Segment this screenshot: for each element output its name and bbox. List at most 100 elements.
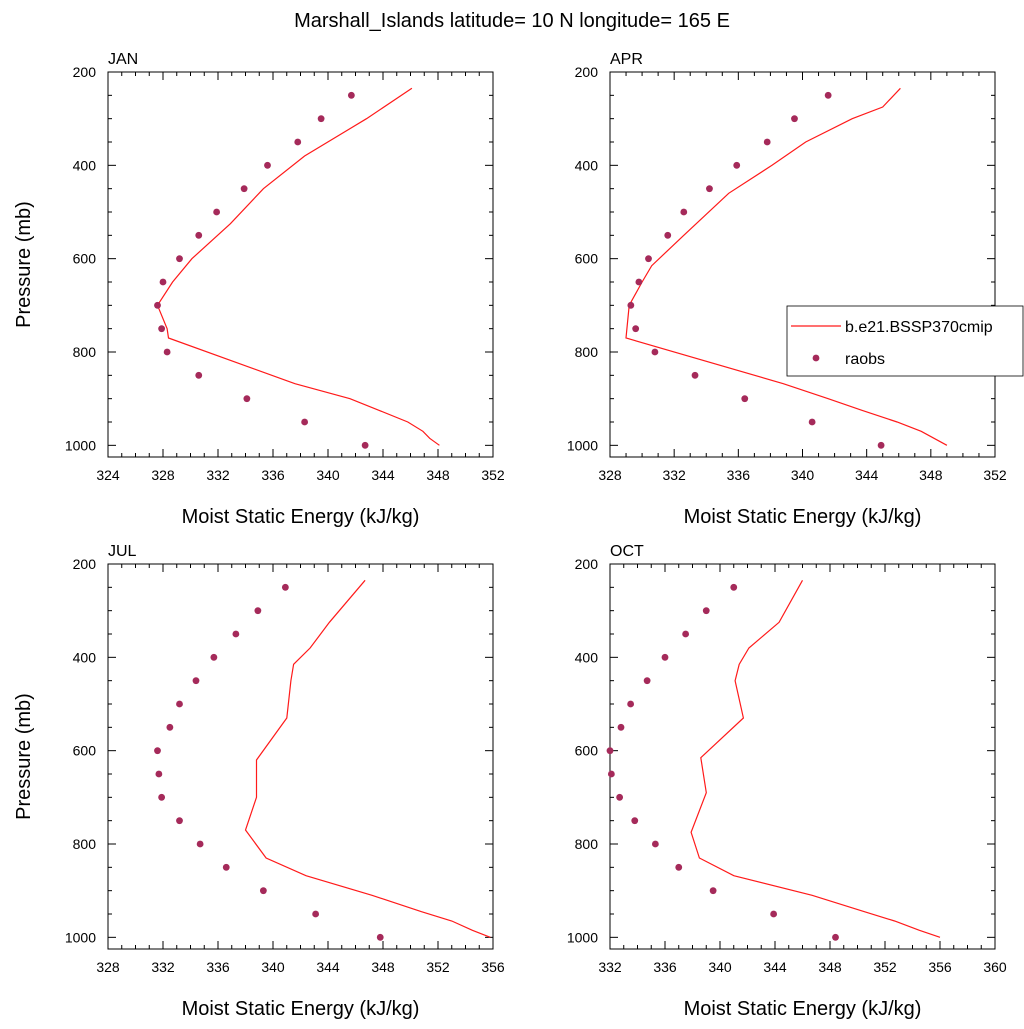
data-point (192, 677, 200, 685)
data-point (733, 161, 741, 169)
x-axis-label: Moist Static Energy (kJ/kg) (684, 506, 922, 528)
x-tick-label: 340 (708, 959, 732, 975)
data-point (632, 325, 640, 333)
data-point (741, 395, 749, 403)
data-point (254, 607, 262, 615)
data-point (163, 348, 171, 356)
data-point (195, 231, 203, 239)
y-tick-label: 200 (73, 556, 97, 572)
data-point (154, 301, 161, 309)
x-tick-label: 344 (763, 959, 787, 975)
y-tick-label: 1000 (65, 437, 96, 453)
x-tick-label: 336 (653, 959, 677, 975)
data-point (607, 770, 615, 778)
data-point (680, 208, 688, 216)
data-point (222, 863, 230, 871)
data-point (158, 325, 166, 333)
y-tick-label: 800 (575, 344, 599, 360)
x-tick-label: 340 (791, 467, 815, 483)
chart-panel: OCT 332 336 340 344 348 352 356 360 200 400 600 800 1… (567, 543, 1007, 1020)
y-tick-label: 600 (73, 743, 97, 759)
y-tick-label: 200 (575, 556, 599, 572)
panels: JAN 324 328 332 336 340 344 348 352 200 400 600 800 1… (13, 51, 1007, 1020)
x-tick-label: 332 (662, 467, 686, 483)
x-tick-label: 336 (727, 467, 751, 483)
data-point (635, 278, 643, 286)
plot-frame (609, 563, 996, 950)
data-point (763, 138, 771, 146)
data-point (259, 887, 267, 895)
x-tick-label: 328 (151, 467, 175, 483)
data-point (627, 700, 635, 708)
data-point (347, 91, 355, 99)
x-tick-label: 356 (481, 959, 505, 975)
y-tick-label: 400 (73, 649, 97, 665)
data-point (709, 887, 717, 895)
y-tick-label: 800 (575, 836, 599, 852)
data-point (232, 630, 240, 638)
x-tick-label: 340 (316, 467, 340, 483)
series-line (625, 87, 948, 446)
data-point (808, 418, 816, 426)
series-line (156, 87, 440, 446)
x-tick-label: 332 (598, 959, 622, 975)
data-point (617, 723, 625, 731)
data-point (651, 348, 659, 356)
x-tick-label: 348 (919, 467, 943, 483)
data-point (317, 115, 325, 123)
series-line (690, 580, 941, 938)
x-tick-label: 336 (206, 959, 230, 975)
y-tick-label: 400 (575, 157, 599, 173)
y-tick-label: 600 (73, 251, 97, 267)
x-axis-label: Moist Static Energy (kJ/kg) (182, 506, 420, 528)
data-point (155, 770, 163, 778)
data-point (631, 817, 639, 825)
data-point (664, 231, 672, 239)
data-point (294, 138, 302, 146)
x-tick-label: 328 (598, 467, 622, 483)
x-tick-label: 344 (855, 467, 879, 483)
x-axis-label: Moist Static Energy (kJ/kg) (182, 998, 420, 1020)
y-tick-label: 800 (73, 836, 97, 852)
x-tick-label: 340 (261, 959, 285, 975)
panel-title: JAN (108, 51, 138, 68)
y-tick-label: 600 (575, 251, 599, 267)
data-point (312, 910, 320, 918)
data-point (158, 793, 166, 801)
plot-frame (107, 563, 494, 950)
x-tick-label: 352 (873, 959, 897, 975)
y-tick-label: 1000 (567, 929, 598, 945)
data-point (166, 723, 174, 731)
y-tick-label: 200 (73, 64, 97, 80)
panel-title: OCT (610, 543, 644, 560)
x-tick-label: 348 (426, 467, 450, 483)
plot-frame (609, 71, 996, 458)
data-point (730, 583, 738, 591)
y-tick-label: 400 (575, 649, 599, 665)
legend-label: raobs (845, 351, 885, 368)
legend-box (786, 305, 1024, 377)
data-point (361, 441, 369, 449)
data-point (770, 910, 778, 918)
x-tick-label: 352 (426, 959, 450, 975)
legend-marker-swatch (812, 354, 820, 362)
chart-panel: JAN 324 328 332 336 340 344 348 352 200 400 600 800 1… (13, 51, 505, 528)
panel-title: APR (610, 51, 643, 68)
chart-panel: JUL 328 332 336 340 344 348 352 356 200 400 600 800 1… (13, 543, 505, 1020)
x-tick-label: 356 (928, 959, 952, 975)
data-point (606, 747, 614, 755)
data-point (176, 700, 183, 708)
data-point (643, 677, 651, 685)
data-point (675, 863, 683, 871)
data-point (627, 301, 635, 309)
y-tick-label: 800 (73, 344, 97, 360)
x-axis-label: Moist Static Energy (kJ/kg) (684, 998, 922, 1020)
data-point (824, 91, 832, 99)
figure-title: Marshall_Islands latitude= 10 N longitud… (294, 10, 730, 32)
chart-panel: APR 328 332 336 340 344 348 352 200 400 600 800 1000… (567, 51, 1007, 528)
series-line (244, 579, 491, 938)
data-point (176, 817, 183, 825)
data-point (195, 371, 203, 379)
y-tick-label: 1000 (567, 437, 598, 453)
